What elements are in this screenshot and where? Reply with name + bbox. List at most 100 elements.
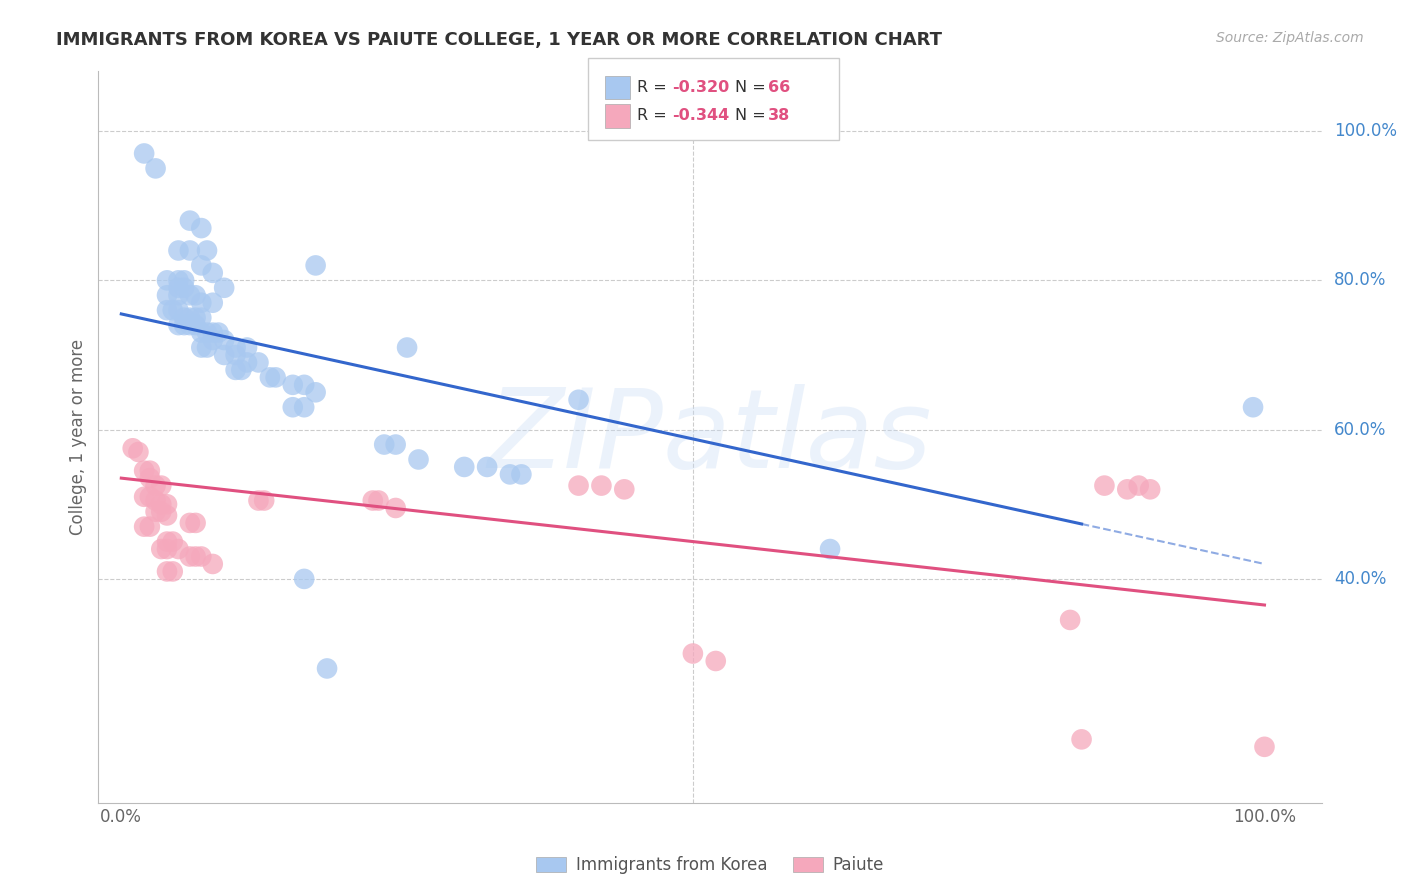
Point (316, 661, 339, 675)
Point (121, 442, 143, 456)
Point (236, 341, 259, 355)
Point (156, 288, 179, 302)
Text: 40.0%: 40.0% (1334, 570, 1386, 588)
Point (150, 497, 173, 511)
Point (139, 519, 162, 533)
Point (361, 493, 384, 508)
Point (150, 542, 173, 557)
Text: 60.0%: 60.0% (1334, 421, 1386, 439)
Point (162, 303, 184, 318)
Point (190, 295, 212, 310)
Point (167, 303, 190, 318)
Point (225, 348, 247, 362)
Point (150, 505, 173, 519)
Point (179, 318, 201, 332)
Point (201, 326, 224, 340)
Legend: Immigrants from Korea, Paiute: Immigrants from Korea, Paiute (527, 847, 893, 882)
Point (190, 310, 212, 325)
Point (179, 213, 201, 227)
Point (264, 370, 287, 384)
Point (396, 341, 419, 355)
Point (184, 310, 207, 325)
Text: 66: 66 (768, 80, 790, 95)
Point (212, 348, 235, 362)
Point (167, 273, 190, 287)
Point (139, 464, 162, 478)
Point (179, 516, 201, 530)
Text: 100.0%: 100.0% (1334, 122, 1398, 140)
Point (201, 266, 224, 280)
Text: N =: N = (735, 80, 772, 95)
Point (510, 467, 533, 482)
Text: ZIPatlas: ZIPatlas (488, 384, 932, 491)
Point (167, 318, 190, 332)
Text: R =: R = (637, 80, 672, 95)
Text: R =: R = (637, 109, 672, 123)
Point (162, 565, 184, 579)
Point (190, 259, 212, 273)
Point (145, 478, 167, 492)
Point (231, 363, 253, 377)
Point (212, 333, 235, 347)
Point (134, 490, 156, 504)
Text: -0.344: -0.344 (672, 109, 730, 123)
Point (179, 310, 201, 325)
Point (225, 363, 247, 377)
Point (281, 401, 304, 415)
Point (567, 392, 589, 407)
Point (201, 295, 224, 310)
Point (167, 281, 190, 295)
Point (384, 500, 406, 515)
Point (139, 471, 162, 485)
Point (373, 437, 395, 451)
Point (259, 370, 281, 384)
Point (162, 534, 184, 549)
Text: 80.0%: 80.0% (1334, 271, 1386, 289)
Point (408, 452, 430, 467)
Point (156, 273, 179, 287)
Point (145, 161, 167, 176)
Point (281, 377, 304, 392)
Point (134, 464, 156, 478)
Point (167, 542, 190, 557)
Point (179, 549, 201, 564)
Point (127, 445, 149, 459)
Point (201, 333, 224, 347)
Point (247, 355, 270, 369)
Point (156, 497, 179, 511)
Point (613, 483, 636, 497)
Point (1241, 401, 1264, 415)
Point (156, 542, 179, 557)
Point (247, 493, 270, 508)
Point (173, 281, 195, 295)
Point (139, 490, 162, 504)
Point (190, 326, 212, 340)
Text: Source: ZipAtlas.com: Source: ZipAtlas.com (1216, 31, 1364, 45)
Point (184, 549, 207, 564)
Point (212, 281, 235, 295)
Point (134, 146, 156, 161)
Point (156, 508, 179, 523)
Point (150, 478, 173, 492)
Point (591, 478, 613, 492)
Y-axis label: College, 1 year or more: College, 1 year or more (69, 339, 87, 535)
Point (384, 437, 406, 451)
Point (292, 401, 315, 415)
Point (704, 654, 727, 668)
Point (201, 557, 224, 571)
Point (453, 459, 475, 474)
Point (1094, 478, 1116, 492)
Point (167, 244, 190, 258)
Point (292, 572, 315, 586)
Point (195, 244, 218, 258)
Point (184, 318, 207, 332)
Point (367, 493, 389, 508)
Point (818, 542, 841, 557)
Point (1253, 739, 1275, 754)
Point (190, 221, 212, 235)
Point (304, 259, 326, 273)
Point (184, 288, 207, 302)
Point (253, 493, 276, 508)
Point (184, 516, 207, 530)
Point (499, 467, 522, 482)
